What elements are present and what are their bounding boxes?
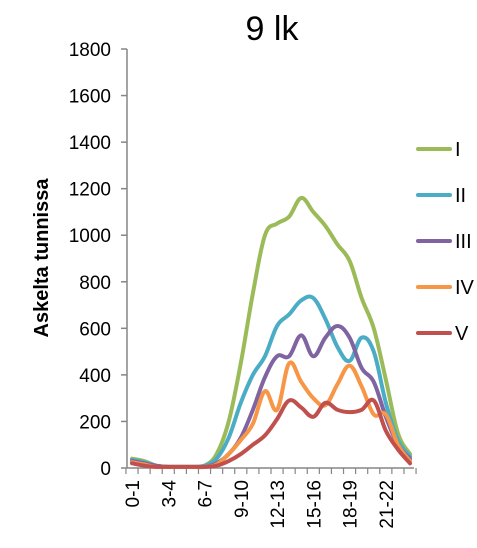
- x-tick-label: 21-22: [377, 480, 398, 529]
- series-line-V: [130, 397, 412, 469]
- series-layer: [130, 195, 412, 470]
- legend-label-IV: IV: [455, 277, 475, 299]
- legend-label-III: III: [455, 231, 472, 253]
- y-tick-label: 1800: [69, 40, 111, 61]
- y-tick-label: 1000: [69, 226, 111, 247]
- y-tick-label: 1200: [69, 180, 111, 201]
- x-tick-label: 12-13: [268, 480, 289, 529]
- y-tick-label: 1400: [69, 133, 111, 154]
- legend-label-V: V: [455, 323, 469, 345]
- y-tick-label: 200: [79, 412, 111, 433]
- legend-label-I: I: [455, 139, 461, 161]
- x-tick-label: 15-16: [304, 480, 325, 529]
- y-tick-label: 800: [79, 273, 111, 294]
- x-tick-label: 6-7: [196, 480, 217, 507]
- y-tick-label: 400: [79, 366, 111, 387]
- axes: 0 200 400 600 800 1000 1200 1400 1600 1800 0-1 3-4 6…: [69, 40, 417, 529]
- series-line-II: [130, 294, 412, 469]
- chart-title: 9 lk: [246, 10, 300, 48]
- x-tick-label: 0-1: [123, 480, 144, 507]
- y-axis-label: Askelta tunnissa: [31, 178, 53, 338]
- series-line-IV: [130, 360, 412, 470]
- x-tick-label: 9-10: [232, 480, 253, 518]
- legend-label-II: II: [455, 185, 466, 207]
- x-tick-label: 18-19: [341, 480, 362, 529]
- y-tick-label: 1600: [69, 87, 111, 108]
- x-tick-label: 3-4: [159, 480, 180, 508]
- y-tick-label: 0: [100, 459, 111, 480]
- y-tick-label: 600: [79, 319, 111, 340]
